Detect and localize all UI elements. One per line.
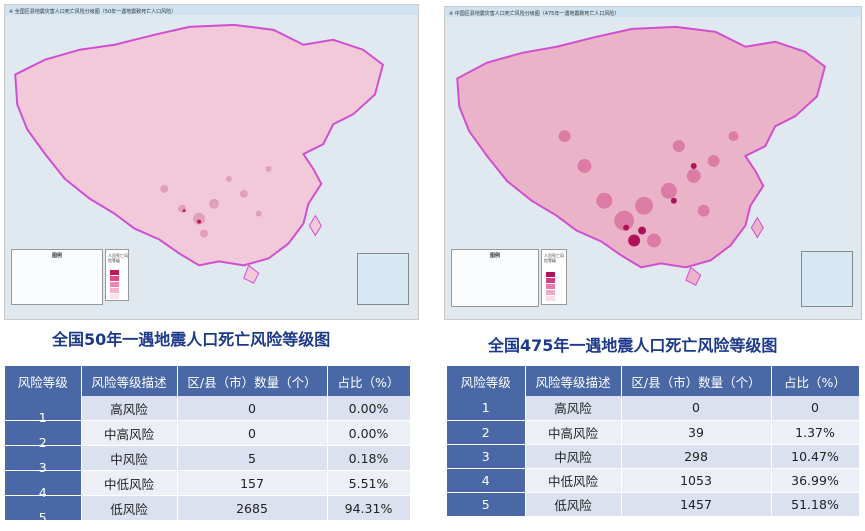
map-caption: 全国475年一遇地震人口死亡风险等级图 [488, 336, 778, 355]
table-row: 4 中低风险 157 5.51% [5, 470, 411, 500]
risk-desc-cell: 中风险 [525, 444, 622, 469]
table-row: 5 低风险 2685 94.31% [5, 495, 411, 525]
legend-swatch-mid-low [110, 288, 119, 293]
risk-level-cell: 3 [447, 444, 526, 469]
risk-level-cell: 2 [5, 420, 82, 450]
header-ratio: 占比（%） [327, 366, 411, 396]
legend-swatch-low [546, 296, 555, 301]
risk-legend: 人员死亡风险等级 [105, 249, 129, 301]
south-china-sea-inset [357, 253, 409, 305]
count-cell: 0 [177, 420, 328, 446]
header-count: 区/县（市）数量（个） [177, 366, 328, 396]
risk-legend-label: 人员死亡风险等级 [108, 253, 128, 263]
risk-desc-cell: 低风险 [81, 495, 178, 521]
count-cell: 0 [621, 396, 772, 421]
legend-title: 图例 [489, 253, 500, 259]
ratio-cell: 0.18% [327, 445, 411, 471]
risk-level-cell: 1 [5, 396, 82, 425]
map-header: ※ 中国区县地震灾害人口死亡风险分级图（475年一遇地震致死亡人口风险） [449, 11, 620, 17]
map-header: ※ 全国区县地震灾害人口死亡风险分级图（50年一遇地震致死亡人口风险） [9, 9, 177, 15]
table-row: 5 低风险 1457 51.18% [447, 492, 860, 517]
header-risk-level: 风险等级 [447, 366, 526, 396]
table-row: 1 高风险 0 0.00% [5, 396, 411, 425]
map-475-year: ※ 中国区县地震灾害人口死亡风险分级图（475年一遇地震致死亡人口风险） 图例 … [444, 6, 862, 320]
risk-level-cell: 5 [447, 492, 526, 517]
table-row: 2 中高风险 0 0.00% [5, 420, 411, 450]
count-cell: 2685 [177, 495, 328, 521]
risk-level-cell: 5 [5, 495, 82, 525]
legend-title: 图例 [51, 253, 62, 259]
risk-desc-cell: 高风险 [81, 396, 178, 421]
count-cell: 298 [621, 444, 772, 469]
count-cell: 39 [621, 420, 772, 445]
legend-swatch-mid-low [546, 290, 555, 295]
map-legend: 图例 [451, 249, 539, 307]
risk-level-cell: 1 [447, 396, 526, 421]
count-cell: 1457 [621, 492, 772, 517]
header-risk-level: 风险等级 [5, 366, 82, 396]
ratio-cell: 51.18% [771, 492, 860, 517]
map-legend: 图例 [11, 249, 103, 305]
ratio-cell: 0.00% [327, 396, 411, 421]
table-row: 4 中低风险 1053 36.99% [447, 468, 860, 493]
risk-level-cell: 2 [447, 420, 526, 445]
ratio-cell: 1.37% [771, 420, 860, 445]
risk-desc-cell: 中高风险 [525, 420, 622, 445]
south-china-sea-inset [801, 251, 853, 307]
header-risk-desc: 风险等级描述 [525, 366, 622, 396]
count-cell: 0 [177, 396, 328, 421]
count-cell: 157 [177, 470, 328, 496]
header-ratio: 占比（%） [771, 366, 860, 396]
ratio-cell: 0 [771, 396, 860, 421]
ratio-cell: 94.31% [327, 495, 411, 521]
risk-table-475-year: 风险等级 风险等级描述 区/县（市）数量（个） 占比（%） 1 高风险 0 0 … [447, 366, 860, 517]
risk-level-cell: 4 [5, 470, 82, 500]
legend-swatch-mid [546, 284, 555, 289]
risk-desc-cell: 中风险 [81, 445, 178, 471]
table-row: 2 中高风险 39 1.37% [447, 420, 860, 445]
risk-desc-cell: 高风险 [525, 396, 622, 421]
risk-desc-cell: 低风险 [525, 492, 622, 517]
count-cell: 5 [177, 445, 328, 471]
table-header-row: 风险等级 风险等级描述 区/县（市）数量（个） 占比（%） [5, 366, 411, 396]
table-header-row: 风险等级 风险等级描述 区/县（市）数量（个） 占比（%） [447, 366, 860, 396]
ratio-cell: 5.51% [327, 470, 411, 496]
risk-legend-label: 人员死亡风险等级 [544, 253, 564, 263]
map-caption: 全国50年一遇地震人口死亡风险等级图 [52, 330, 331, 349]
ratio-cell: 10.47% [771, 444, 860, 469]
legend-swatch-mid-high [546, 278, 555, 283]
risk-level-cell: 3 [5, 445, 82, 475]
count-cell: 1053 [621, 468, 772, 493]
table-row: 3 中风险 5 0.18% [5, 445, 411, 475]
risk-level-cell: 4 [447, 468, 526, 493]
ratio-cell: 36.99% [771, 468, 860, 493]
legend-swatch-high [546, 272, 555, 277]
risk-desc-cell: 中低风险 [525, 468, 622, 493]
china-map-svg [445, 16, 861, 319]
risk-legend: 人员死亡风险等级 [541, 249, 567, 305]
legend-swatch-mid [110, 282, 119, 287]
risk-desc-cell: 中高风险 [81, 420, 178, 446]
table-row: 1 高风险 0 0 [447, 396, 860, 421]
header-risk-desc: 风险等级描述 [81, 366, 178, 396]
table-row: 3 中风险 298 10.47% [447, 444, 860, 469]
legend-swatch-mid-high [110, 276, 119, 281]
risk-table-50-year: 风险等级 风险等级描述 区/县（市）数量（个） 占比（%） 1 高风险 0 0.… [5, 366, 411, 525]
legend-swatch-low [110, 294, 119, 299]
ratio-cell: 0.00% [327, 420, 411, 446]
map-50-year: ※ 全国区县地震灾害人口死亡风险分级图（50年一遇地震致死亡人口风险） 图例 人… [4, 4, 419, 320]
header-count: 区/县（市）数量（个） [621, 366, 772, 396]
legend-swatch-high [110, 270, 119, 275]
risk-desc-cell: 中低风险 [81, 470, 178, 496]
